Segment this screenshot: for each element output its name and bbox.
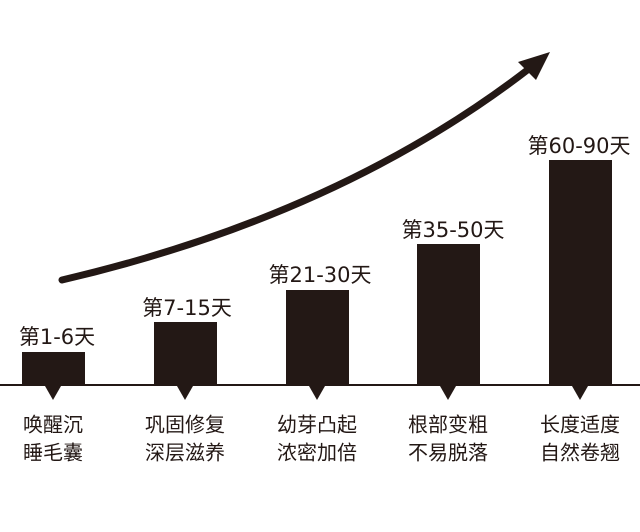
stage-desc: 巩固修复 xyxy=(145,413,225,437)
growth-arrow xyxy=(58,64,534,284)
stage-label: 第7-15天 xyxy=(142,296,232,320)
stage-label: 第21-30天 xyxy=(268,263,371,287)
stage-desc: 长度适度 xyxy=(540,413,620,437)
bars xyxy=(22,160,612,400)
stage-desc: 自然卷翘 xyxy=(540,441,620,465)
pointer xyxy=(309,386,325,400)
bar xyxy=(417,244,480,385)
stage-label: 第60-90天 xyxy=(527,134,630,158)
stage-label: 第35-50天 xyxy=(401,218,504,242)
bar xyxy=(286,290,349,385)
pointer xyxy=(45,386,61,400)
pointer xyxy=(177,386,193,400)
stage-desc: 深层滋养 xyxy=(145,441,225,465)
bar xyxy=(549,160,612,385)
stage-desc: 不易脱落 xyxy=(408,441,488,465)
stage-label: 第1-6天 xyxy=(19,325,95,349)
stage-desc: 浓密加倍 xyxy=(277,441,357,465)
bar xyxy=(154,322,217,385)
stage-desc: 根部变粗 xyxy=(408,413,488,437)
arrow-head xyxy=(518,52,550,80)
pointer xyxy=(440,386,456,400)
bar xyxy=(22,352,85,385)
stage-desc: 睡毛囊 xyxy=(23,441,83,465)
stage-desc: 唤醒沉 xyxy=(23,413,83,437)
stage-desc: 幼芽凸起 xyxy=(277,413,357,437)
pointer xyxy=(572,386,588,400)
